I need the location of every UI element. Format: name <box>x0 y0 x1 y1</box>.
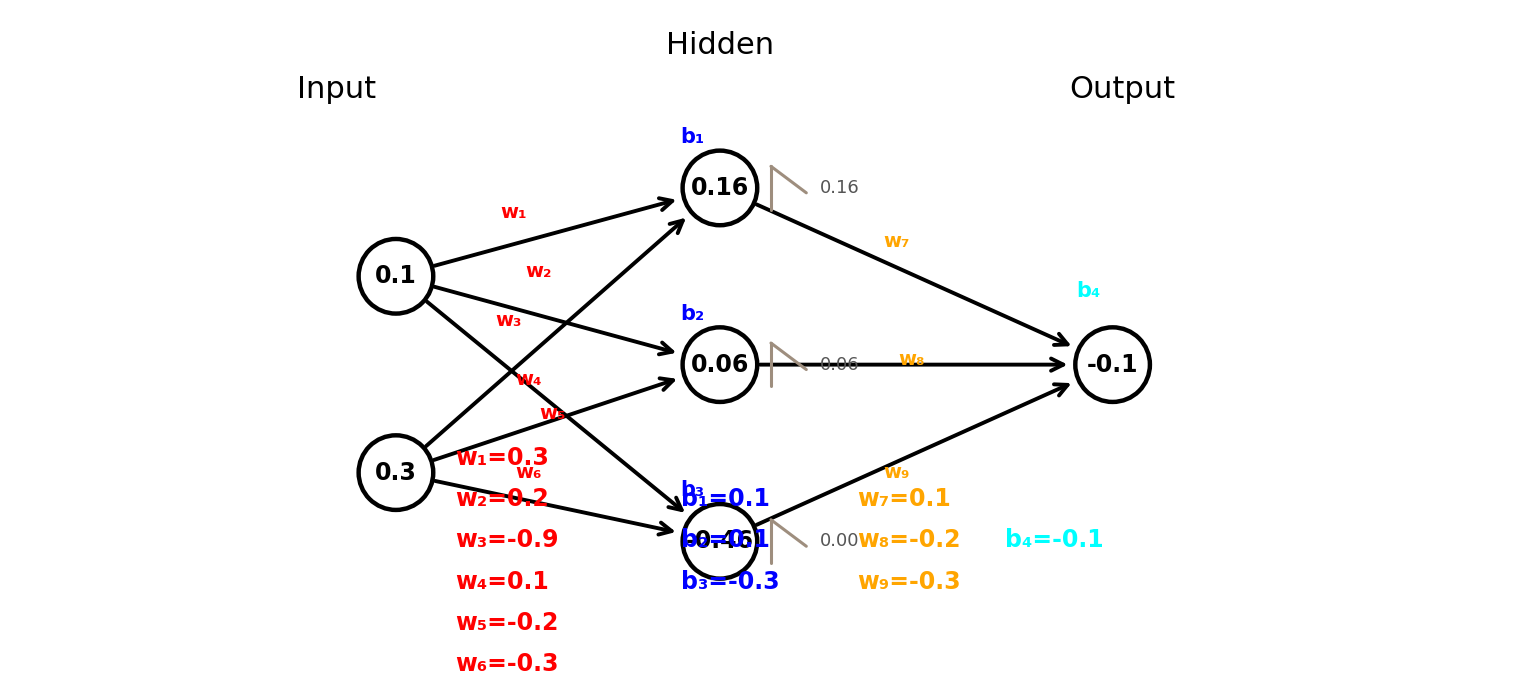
Text: -0.1: -0.1 <box>1087 353 1138 377</box>
Circle shape <box>683 327 757 402</box>
Text: 0.16: 0.16 <box>691 176 749 200</box>
Text: Input: Input <box>297 75 377 104</box>
Text: b₄: b₄ <box>1077 281 1100 301</box>
Text: w₄: w₄ <box>515 370 541 389</box>
Text: b₃: b₃ <box>680 480 704 500</box>
Text: w₅=-0.2: w₅=-0.2 <box>455 611 558 635</box>
Text: b₁: b₁ <box>680 127 704 147</box>
Text: w₅: w₅ <box>540 404 566 423</box>
Text: w₉=-0.3: w₉=-0.3 <box>857 570 961 593</box>
Text: 0.06: 0.06 <box>820 355 860 373</box>
Text: w₆: w₆ <box>515 463 541 482</box>
Circle shape <box>358 435 434 510</box>
Text: 0.06: 0.06 <box>691 353 749 377</box>
Text: 0.3: 0.3 <box>375 461 417 484</box>
Circle shape <box>683 504 757 579</box>
Text: 0.16: 0.16 <box>820 179 860 197</box>
Text: Hidden: Hidden <box>666 31 774 60</box>
Text: w₁=0.3: w₁=0.3 <box>455 446 549 470</box>
Circle shape <box>358 239 434 313</box>
Circle shape <box>1075 327 1150 402</box>
Text: w₂=0.2: w₂=0.2 <box>455 487 549 511</box>
Text: b₃=-0.3: b₃=-0.3 <box>681 570 780 593</box>
Text: w₄=0.1: w₄=0.1 <box>455 570 549 593</box>
Text: w₈=-0.2: w₈=-0.2 <box>857 529 961 553</box>
Circle shape <box>683 150 757 225</box>
Text: b₂=0.1: b₂=0.1 <box>681 529 769 553</box>
Text: b₂: b₂ <box>680 304 704 324</box>
Text: w₃: w₃ <box>495 311 521 330</box>
Text: Output: Output <box>1069 75 1175 104</box>
Text: b₁=0.1: b₁=0.1 <box>681 487 769 511</box>
Text: w₇=0.1: w₇=0.1 <box>857 487 950 511</box>
Text: w₆=-0.3: w₆=-0.3 <box>455 652 558 676</box>
Text: w₁: w₁ <box>500 203 528 222</box>
Text: -0.46: -0.46 <box>686 529 754 553</box>
Text: b₄=-0.1: b₄=-0.1 <box>1004 529 1103 553</box>
Text: w₉: w₉ <box>883 463 910 482</box>
Text: w₂: w₂ <box>524 262 552 281</box>
Text: 0.00: 0.00 <box>820 533 860 551</box>
Text: w₈: w₈ <box>898 351 924 369</box>
Text: w₃=-0.9: w₃=-0.9 <box>455 529 558 553</box>
Text: 0.1: 0.1 <box>375 264 417 288</box>
Text: w₇: w₇ <box>883 233 910 251</box>
